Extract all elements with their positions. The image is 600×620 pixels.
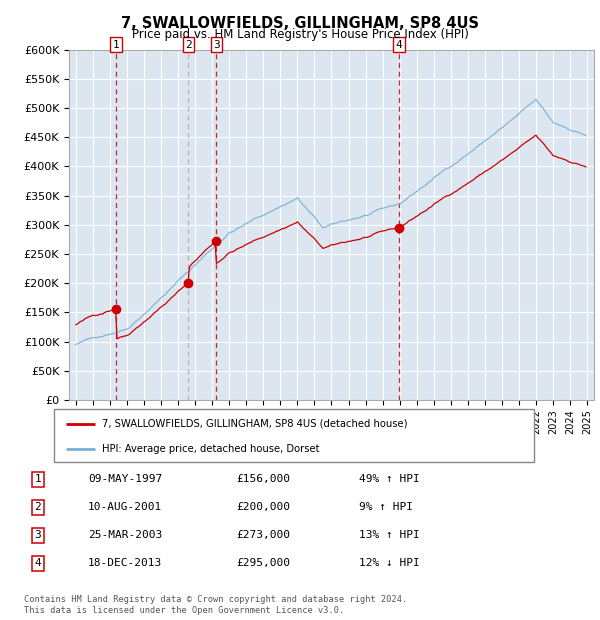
Text: 4: 4 — [395, 40, 403, 50]
Text: £273,000: £273,000 — [236, 530, 290, 541]
Text: 25-MAR-2003: 25-MAR-2003 — [88, 530, 163, 541]
Text: 7, SWALLOWFIELDS, GILLINGHAM, SP8 4US: 7, SWALLOWFIELDS, GILLINGHAM, SP8 4US — [121, 16, 479, 30]
Text: £200,000: £200,000 — [236, 502, 290, 512]
Text: 12% ↓ HPI: 12% ↓ HPI — [359, 559, 419, 569]
Text: £156,000: £156,000 — [236, 474, 290, 484]
Text: Price paid vs. HM Land Registry's House Price Index (HPI): Price paid vs. HM Land Registry's House … — [131, 28, 469, 41]
Text: 3: 3 — [213, 40, 220, 50]
Text: 7, SWALLOWFIELDS, GILLINGHAM, SP8 4US (detached house): 7, SWALLOWFIELDS, GILLINGHAM, SP8 4US (d… — [102, 419, 407, 429]
FancyBboxPatch shape — [54, 409, 534, 462]
Text: 10-AUG-2001: 10-AUG-2001 — [88, 502, 163, 512]
Text: £295,000: £295,000 — [236, 559, 290, 569]
Text: 09-MAY-1997: 09-MAY-1997 — [88, 474, 163, 484]
Text: 18-DEC-2013: 18-DEC-2013 — [88, 559, 163, 569]
Text: 1: 1 — [35, 474, 41, 484]
Text: HPI: Average price, detached house, Dorset: HPI: Average price, detached house, Dors… — [102, 444, 320, 454]
Text: 13% ↑ HPI: 13% ↑ HPI — [359, 530, 419, 541]
Text: 4: 4 — [35, 559, 41, 569]
Text: Contains HM Land Registry data © Crown copyright and database right 2024.
This d: Contains HM Land Registry data © Crown c… — [24, 595, 407, 614]
Text: 3: 3 — [35, 530, 41, 541]
Text: 2: 2 — [35, 502, 41, 512]
Text: 2: 2 — [185, 40, 192, 50]
Text: 49% ↑ HPI: 49% ↑ HPI — [359, 474, 419, 484]
Text: 9% ↑ HPI: 9% ↑ HPI — [359, 502, 413, 512]
Text: 1: 1 — [113, 40, 119, 50]
